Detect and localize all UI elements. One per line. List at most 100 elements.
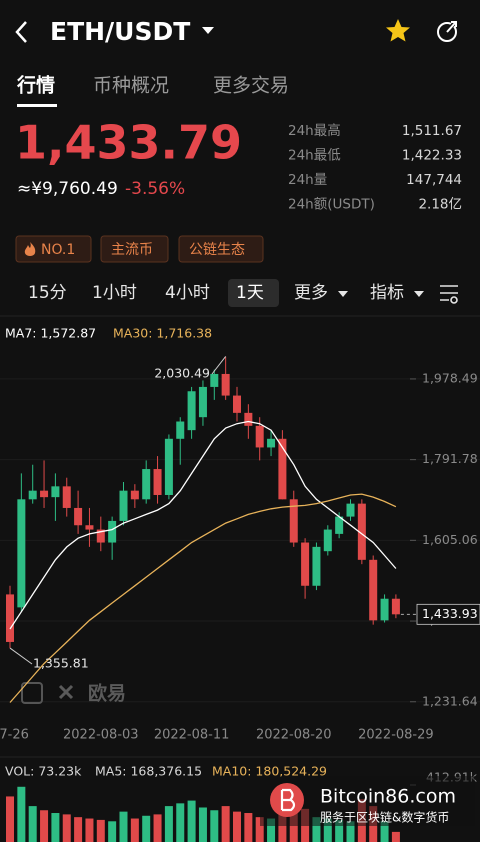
volume-bar <box>108 821 117 842</box>
logo-text: 欧易 <box>88 682 126 705</box>
candle-body <box>187 391 196 431</box>
pair-title[interactable]: ETH/USDT <box>50 17 190 46</box>
ma-legend: MA30: 1,716.38 <box>113 326 212 341</box>
ma-line <box>9 493 397 703</box>
volume-bar <box>40 810 49 842</box>
interval-selected <box>228 279 279 307</box>
candle-body <box>267 438 276 448</box>
stat-label: 24h量 <box>288 172 327 188</box>
volume-bar <box>187 800 196 842</box>
candle-body <box>51 486 60 498</box>
tag[interactable]: 主流币 <box>111 242 153 258</box>
candle-body <box>357 503 366 560</box>
high-label: 2,030.49 <box>154 366 210 381</box>
volume-bar <box>96 819 105 842</box>
candle-body <box>40 490 49 498</box>
candle-body <box>278 438 287 500</box>
stat-value: 2.18亿 <box>418 197 462 213</box>
candle-body <box>17 499 26 608</box>
watermark-site: Bitcoin86.com <box>320 786 456 808</box>
volume-bar <box>255 817 264 842</box>
volume-bar <box>210 810 219 842</box>
volume-bar <box>176 803 185 842</box>
volume-ma-legend: MA10: 180,524.29 <box>212 764 327 779</box>
volume-bar <box>244 813 253 842</box>
candle-body <box>255 425 264 448</box>
volume-bar <box>335 819 344 842</box>
stat-value: 1,422.33 <box>402 148 462 164</box>
candle-body <box>233 395 241 413</box>
volume-bar <box>312 817 321 842</box>
interval[interactable]: 1小时 <box>92 283 137 303</box>
volume-bar <box>62 814 71 842</box>
volume-bar <box>323 818 332 842</box>
interval[interactable]: 15分 <box>28 283 67 303</box>
y-tick-label: 1,231.64 <box>422 693 478 708</box>
candle-body <box>244 412 253 426</box>
watermark-logo-b <box>280 788 296 812</box>
candle-body <box>198 386 207 418</box>
candle-body <box>153 469 162 495</box>
x-tick-label: 07-26 <box>0 728 29 743</box>
interval[interactable]: 1天 <box>236 283 264 303</box>
volume-bar <box>164 806 173 842</box>
candle-body <box>74 507 83 526</box>
candle-body <box>369 559 378 621</box>
candle-body <box>108 520 117 543</box>
pair-dropdown[interactable] <box>202 27 214 34</box>
candle-body <box>142 469 151 500</box>
tab[interactable]: 更多交易 <box>213 75 289 97</box>
volume-bar <box>142 815 151 842</box>
cny-price: ≈¥9,760.49 <box>17 179 118 199</box>
low-label: 1,355.81 <box>33 656 89 671</box>
back-button[interactable] <box>15 21 27 43</box>
low-pointer <box>9 647 33 665</box>
volume-bar <box>391 831 400 842</box>
candle-body <box>323 529 332 552</box>
last-price: 1,433.79 <box>15 116 242 170</box>
volume-bar <box>85 818 94 842</box>
tag-box[interactable] <box>15 235 92 263</box>
candle-body <box>391 598 400 615</box>
favorite-star[interactable] <box>386 19 410 42</box>
candle-body <box>6 594 14 642</box>
stat-label: 24h额(USDT) <box>288 197 375 213</box>
candle-body <box>176 421 185 439</box>
volume-bar <box>380 821 389 842</box>
y-tick-label: 1,791.78 <box>422 451 478 466</box>
stat-label: 24h最低 <box>288 148 341 164</box>
tag[interactable]: NO.1 <box>41 242 75 258</box>
y-tick-label: 1,978.49 <box>422 370 478 385</box>
ma-legend: MA7: 1,572.87 <box>5 326 96 341</box>
flame-icon <box>24 242 36 256</box>
tag-box[interactable] <box>178 235 264 263</box>
tag[interactable]: 公链生态 <box>189 242 245 258</box>
volume-bar <box>130 818 139 842</box>
stat-label: 24h最高 <box>288 122 341 139</box>
candle-body <box>210 373 219 387</box>
volume-ma-legend: MA5: 168,376.15 <box>95 764 202 779</box>
candle-body <box>221 373 230 396</box>
candle-body <box>62 486 71 508</box>
tab[interactable]: 行情 <box>16 74 55 97</box>
tag-box[interactable] <box>100 235 169 263</box>
candle-body <box>96 529 105 543</box>
settings-icon[interactable] <box>440 285 458 304</box>
volume-bar <box>17 786 26 842</box>
x-tick-label: 2022-08-03 <box>63 728 139 743</box>
x-tick-label: 2022-08-11 <box>154 728 230 743</box>
logo-box <box>21 682 43 704</box>
last-price-tag-text: 1,433.93 <box>422 606 478 621</box>
candle-body <box>346 503 355 517</box>
candle-body <box>28 490 37 500</box>
volume-bar <box>74 817 83 842</box>
interval[interactable]: 更多 <box>294 283 328 303</box>
interval[interactable]: 4小时 <box>165 283 210 303</box>
share-icon[interactable] <box>437 22 457 42</box>
interval[interactable]: 指标 <box>370 283 404 303</box>
tab[interactable]: 币种概况 <box>93 75 169 97</box>
volume-bar <box>28 806 37 842</box>
volume-bar <box>153 814 162 842</box>
